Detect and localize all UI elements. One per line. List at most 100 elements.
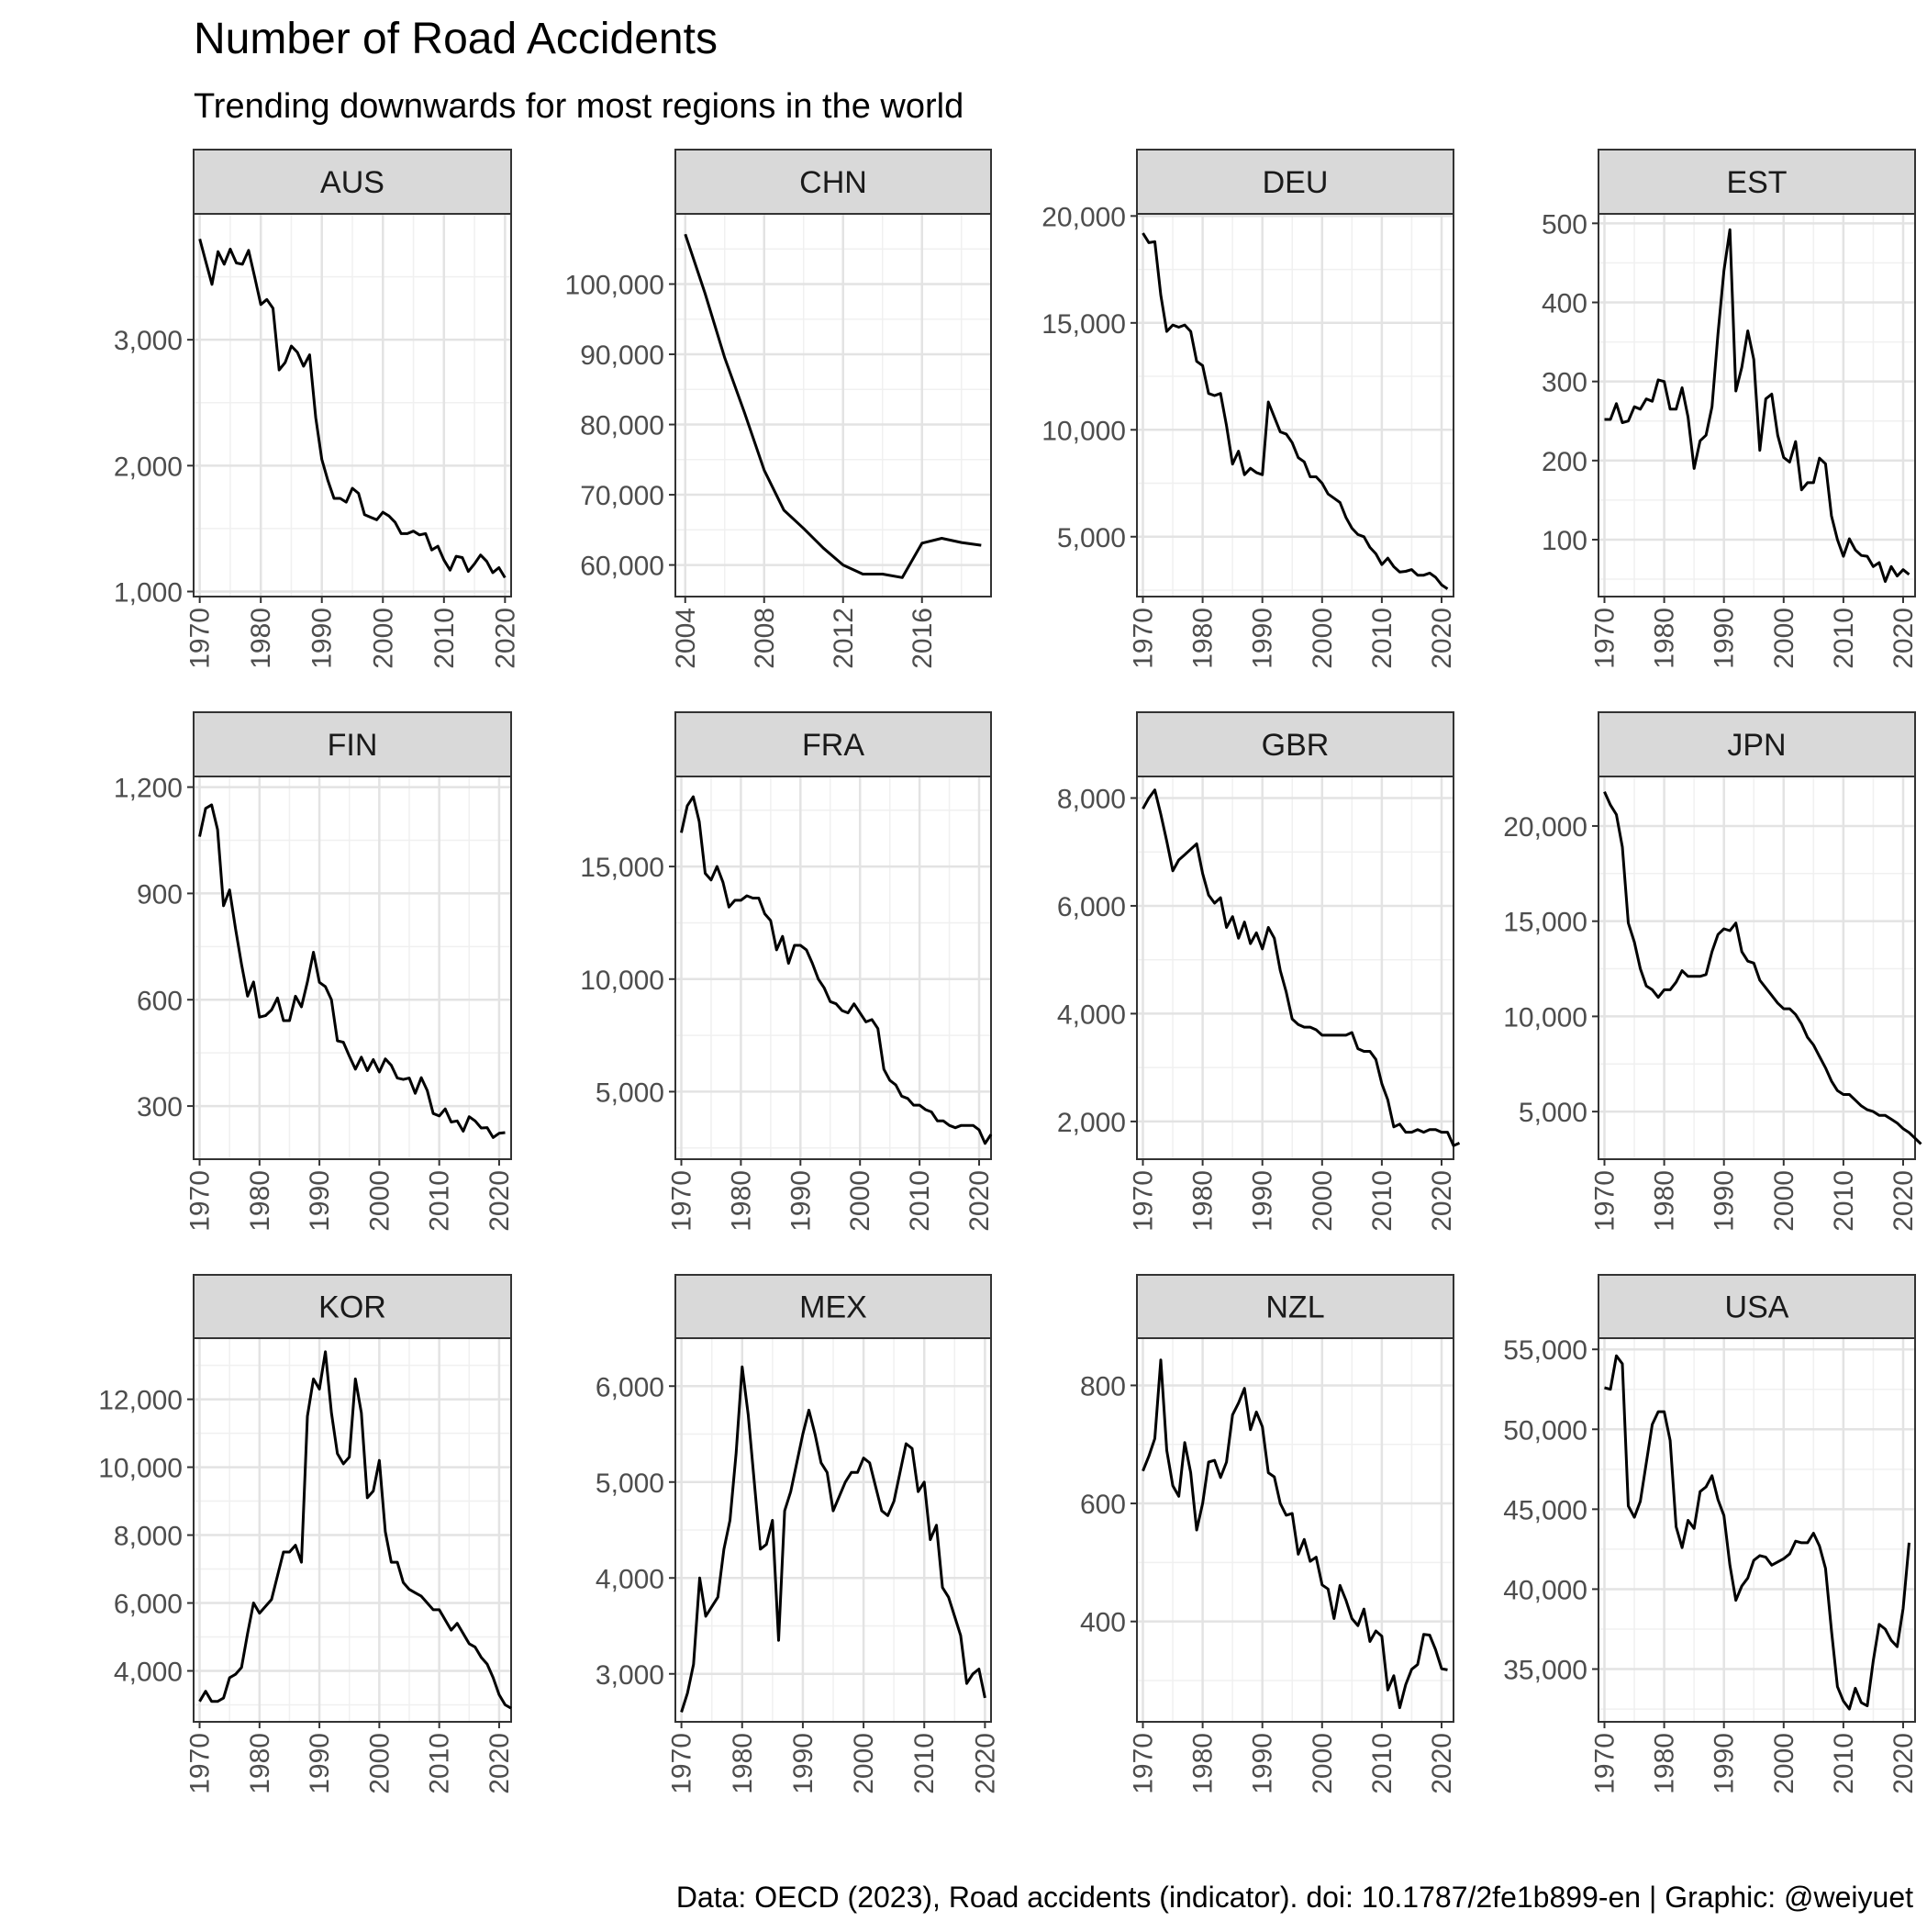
panel-strip-label-fra: FRA <box>802 728 864 763</box>
y-tick-label: 300 <box>1542 368 1587 398</box>
panel-border-aus <box>193 213 512 597</box>
x-tick-label: 2020 <box>1888 608 1919 669</box>
panel-strip-fra <box>674 711 992 777</box>
y-tick-label: 70,000 <box>580 481 664 511</box>
y-tick-label: 5,000 <box>1057 523 1126 553</box>
x-tick-label: 1990 <box>1710 608 1740 669</box>
panel-strip-label-usa: USA <box>1725 1290 1789 1325</box>
y-tick-label: 4,000 <box>1057 1000 1126 1030</box>
panel-border-nzl <box>1136 1337 1454 1723</box>
x-tick-label: 1970 <box>1590 608 1621 669</box>
series-line-est <box>1604 228 1910 584</box>
panel-strip-label-kor: KOR <box>318 1290 386 1325</box>
y-tick-label: 20,000 <box>1503 812 1587 843</box>
panel-fin: FIN 300 600 900 1,200 1970 1980 1990 2000 2010 202… <box>114 711 515 1232</box>
panel-strip-nzl <box>1136 1274 1454 1339</box>
x-tick-label: 2020 <box>1427 1170 1457 1232</box>
x-tick-label: 2020 <box>1888 1733 1919 1794</box>
x-tick-label: 2020 <box>1427 1733 1457 1794</box>
x-tick-label: 1990 <box>1248 1733 1278 1794</box>
y-tick-label: 80,000 <box>580 411 664 441</box>
x-tick-label: 2000 <box>1308 1733 1338 1794</box>
y-tick-label: 45,000 <box>1503 1495 1587 1525</box>
x-tick-label: 1990 <box>305 1170 335 1232</box>
x-tick-label: 1990 <box>785 1170 816 1232</box>
y-tick-label: 50,000 <box>1503 1415 1587 1446</box>
panel-aus: AUS 1,000 2,000 3,000 1970 1980 1990 2000 2010 20… <box>114 149 520 669</box>
x-tick-label: 1980 <box>246 608 276 669</box>
x-tick-label: 2020 <box>485 1733 515 1794</box>
series-line-chn <box>684 233 982 579</box>
panel-kor: KOR 4,000 6,000 8,000 10,000 12,000 1970 1980 19… <box>98 1274 515 1794</box>
y-tick-label: 800 <box>1080 1371 1126 1402</box>
x-tick-label: 1980 <box>726 1170 756 1232</box>
x-tick-label: 1990 <box>788 1733 819 1794</box>
x-tick-label: 1970 <box>185 608 216 669</box>
x-tick-label: 1970 <box>1129 608 1159 669</box>
x-tick-label: 2020 <box>970 1733 1000 1794</box>
y-tick-label: 35,000 <box>1503 1656 1587 1686</box>
chart-title: Number of Road Accidents <box>194 15 718 63</box>
panel-nzl: NZL 400 600 800 1970 1980 1990 2000 2010 2020 <box>1080 1274 1457 1794</box>
y-tick-label: 10,000 <box>1503 1002 1587 1033</box>
x-tick-label: 2010 <box>425 1733 455 1794</box>
x-tick-label: 1990 <box>1248 1170 1278 1232</box>
panel-strip-label-jpn: JPN <box>1727 728 1786 763</box>
panel-border-usa <box>1598 1337 1916 1723</box>
panel-strip-kor <box>193 1274 512 1339</box>
y-tick-label: 4,000 <box>114 1658 183 1688</box>
x-tick-label: 1980 <box>1188 608 1219 669</box>
series-line-mex <box>680 1365 986 1713</box>
y-tick-label: 4,000 <box>596 1564 664 1594</box>
x-tick-label: 2010 <box>425 1170 455 1232</box>
x-tick-label: 1970 <box>1129 1733 1159 1794</box>
y-tick-label: 6,000 <box>1057 892 1126 922</box>
x-tick-label: 2010 <box>1829 608 1859 669</box>
x-tick-label: 1970 <box>185 1733 216 1794</box>
x-tick-label: 2020 <box>964 1170 995 1232</box>
x-tick-label: 2000 <box>1769 1733 1799 1794</box>
panel-chn: CHN 60,000 70,000 80,000 90,000 100,000 2004 20… <box>565 149 992 669</box>
y-tick-label: 3,000 <box>114 326 183 356</box>
y-tick-label: 40,000 <box>1503 1575 1587 1605</box>
panel-strip-gbr <box>1136 711 1454 777</box>
panel-strip-label-est: EST <box>1726 165 1787 200</box>
y-tick-label: 15,000 <box>580 853 664 883</box>
panel-border-fra <box>674 776 992 1160</box>
y-tick-label: 500 <box>1542 209 1587 240</box>
panel-strip-label-deu: DEU <box>1263 165 1329 200</box>
panel-strip-chn <box>674 149 992 215</box>
x-tick-label: 2000 <box>364 1170 395 1232</box>
y-tick-label: 8,000 <box>1057 784 1126 814</box>
x-tick-label: 2010 <box>909 1733 940 1794</box>
x-tick-label: 1980 <box>728 1733 758 1794</box>
x-tick-label: 2010 <box>1367 1170 1398 1232</box>
panel-strip-label-chn: CHN <box>799 165 867 200</box>
panel-strip-label-gbr: GBR <box>1262 728 1330 763</box>
x-tick-label: 1990 <box>305 1733 335 1794</box>
panel-background-chn <box>675 214 991 597</box>
series-line-aus <box>198 239 507 579</box>
panel-usa: USA 35,000 40,000 45,000 50,000 55,000 1970 198… <box>1503 1274 1919 1794</box>
panels: AUS 1,000 2,000 3,000 1970 1980 1990 2000 2010 20… <box>98 149 1922 1794</box>
x-tick-label: 1980 <box>1188 1733 1219 1794</box>
x-tick-label: 2010 <box>429 608 460 669</box>
panel-background-gbr <box>1137 776 1454 1159</box>
x-tick-label: 2000 <box>1769 608 1799 669</box>
y-tick-label: 300 <box>137 1092 183 1122</box>
x-tick-label: 2010 <box>905 1170 935 1232</box>
panel-strip-label-nzl: NZL <box>1265 1290 1324 1325</box>
x-tick-label: 2004 <box>671 608 701 669</box>
y-tick-label: 600 <box>1080 1490 1126 1520</box>
x-tick-label: 2020 <box>490 608 520 669</box>
series-line-usa <box>1604 1354 1910 1711</box>
x-tick-label: 1990 <box>307 608 338 669</box>
panel-border-deu <box>1136 213 1454 597</box>
panel-border-kor <box>193 1337 512 1723</box>
panel-strip-label-fin: FIN <box>328 728 378 763</box>
panel-strip-mex <box>674 1274 992 1339</box>
x-tick-label: 2010 <box>1829 1733 1859 1794</box>
panel-deu: DEU 5,000 10,000 15,000 20,000 1970 1980 1990 20… <box>1041 149 1457 669</box>
